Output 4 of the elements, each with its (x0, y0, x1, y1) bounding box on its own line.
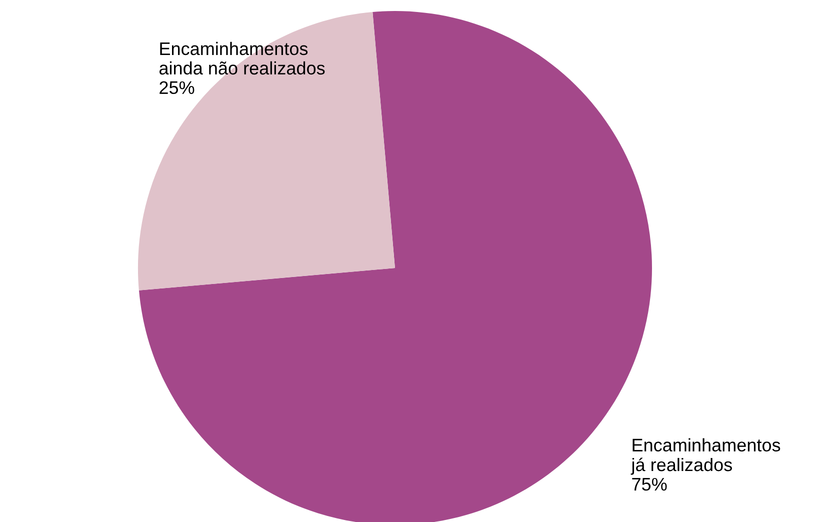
data-label: 75% (632, 478, 667, 491)
data-label: 25% (160, 81, 194, 94)
slice-label: Encaminhamentos já realizados (630, 438, 780, 475)
slice-label: Encaminhamentos ainda não realizados (159, 42, 325, 75)
